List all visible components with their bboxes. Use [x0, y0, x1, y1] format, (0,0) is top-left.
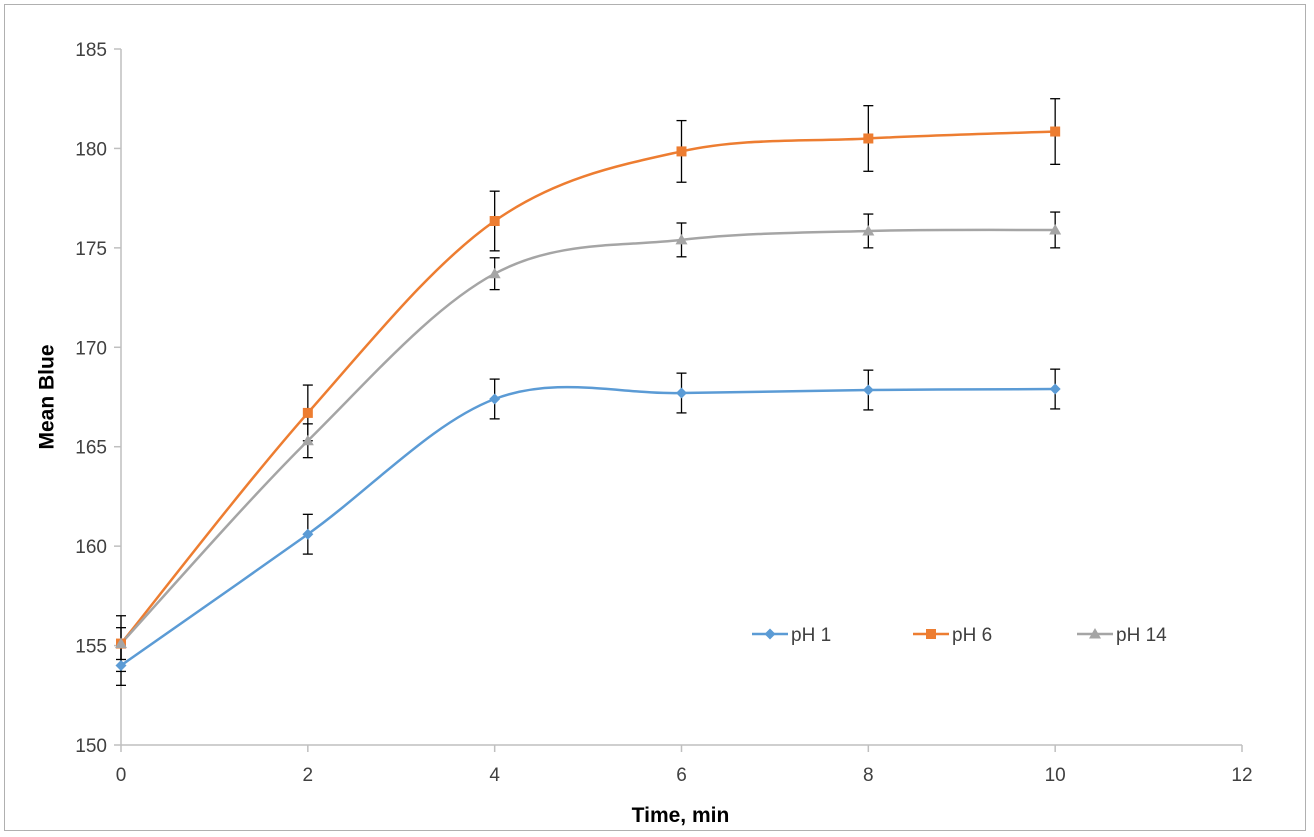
- y-tick-label: 170: [75, 338, 107, 359]
- y-tick-label: 155: [75, 637, 107, 658]
- markers: [115, 126, 1062, 671]
- data-point-ph-14: [301, 434, 314, 446]
- legend-label-ph-14: pH 14: [1116, 625, 1167, 646]
- x-tick-label: 12: [1231, 765, 1252, 786]
- data-point-ph-6: [863, 133, 874, 144]
- data-point-ph-14: [862, 224, 875, 236]
- y-ticks: 150 155 160 165 170 175 180 185: [75, 40, 121, 757]
- series-line-ph-14: [120, 228, 1056, 645]
- data-point-ph-14: [488, 267, 501, 279]
- legend-item-ph-1: pH 1: [752, 625, 831, 646]
- x-tick-label: 2: [303, 765, 314, 786]
- data-point-ph-1: [302, 528, 314, 540]
- y-tick-label: 160: [75, 537, 107, 558]
- x-tick-label: 8: [863, 765, 874, 786]
- legend-item-ph-6: pH 6: [913, 625, 992, 646]
- error-bars: [116, 98, 1061, 686]
- legend-label-ph-6: pH 6: [952, 625, 992, 646]
- data-point-ph-14: [1049, 223, 1062, 235]
- chart-frame: [4, 4, 1306, 831]
- y-tick-label: 180: [75, 139, 107, 160]
- data-point-ph-1: [1049, 383, 1061, 395]
- legend: pH 1 pH 6 pH 14: [752, 625, 1167, 646]
- legend-item-ph-14: pH 14: [1077, 625, 1167, 646]
- data-point-ph-6: [489, 216, 500, 227]
- legend-marker-ph-6: [926, 629, 936, 639]
- data-point-ph-1: [115, 659, 127, 671]
- y-tick-label: 165: [75, 438, 107, 459]
- data-point-ph-6: [676, 146, 687, 157]
- data-point-ph-1: [489, 393, 501, 405]
- legend-marker-ph-14: [1089, 628, 1101, 639]
- data-point-ph-14: [675, 233, 688, 245]
- data-point-ph-1: [862, 384, 874, 396]
- legend-label-ph-1: pH 1: [791, 625, 831, 646]
- x-tick-label: 0: [116, 765, 127, 786]
- y-axis-title: Mean Blue: [35, 344, 58, 449]
- x-tick-label: 4: [489, 765, 500, 786]
- series-lines: [120, 130, 1056, 667]
- y-tick-label: 175: [75, 239, 107, 260]
- x-ticks: 0 2 4 6 8 10 12: [116, 745, 1253, 786]
- legend-marker-ph-1: [764, 628, 776, 640]
- data-point-ph-14: [115, 637, 127, 649]
- x-tick-label: 10: [1045, 765, 1066, 786]
- y-tick-label: 185: [75, 40, 107, 61]
- data-point-ph-6: [1050, 126, 1061, 137]
- x-axis-title: Time, min: [632, 804, 730, 827]
- y-tick-label: 150: [75, 736, 107, 757]
- data-point-ph-1: [676, 387, 687, 399]
- series-line-ph-1: [120, 385, 1056, 667]
- data-point-ph-6: [302, 407, 313, 418]
- x-tick-label: 6: [676, 765, 687, 786]
